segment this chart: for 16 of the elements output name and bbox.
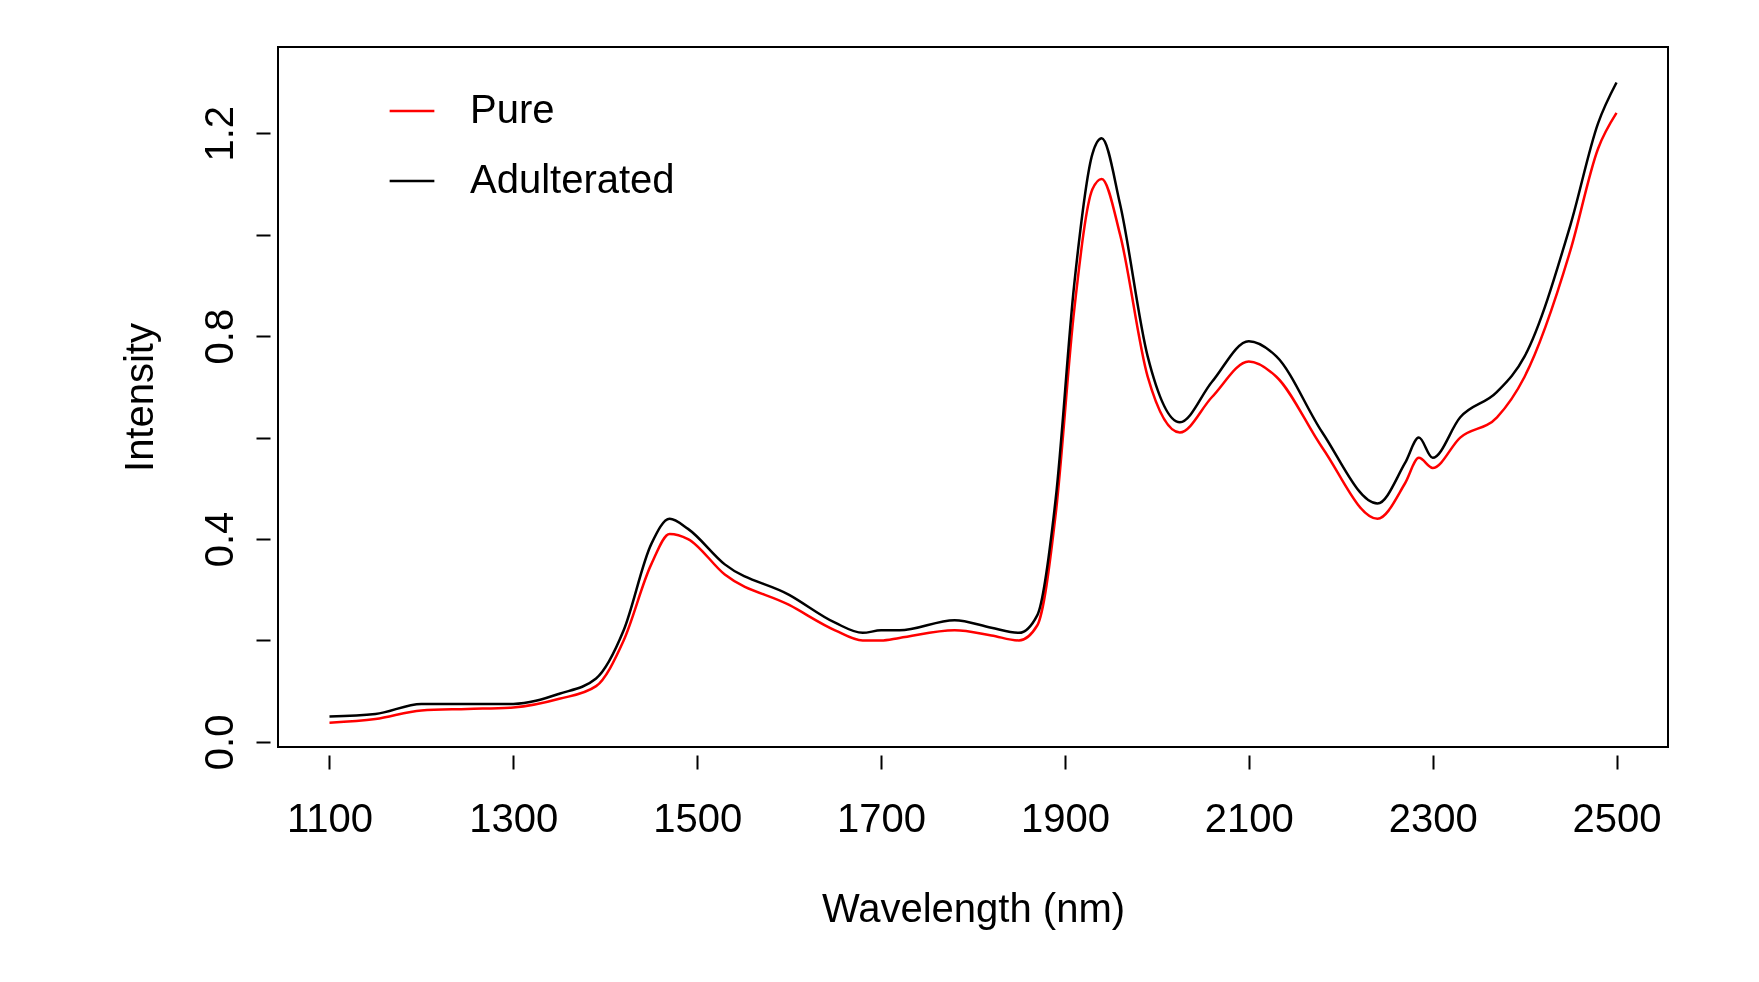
x-axis-title: Wavelength (nm) xyxy=(821,885,1126,930)
x-tick-label: 1300 xyxy=(469,795,559,840)
y-tick-label: 0.0 xyxy=(196,714,241,771)
y-tick-label: 0.4 xyxy=(196,511,241,568)
x-tick-label: 1100 xyxy=(286,795,373,840)
x-tick-label: 1500 xyxy=(653,795,743,840)
y-tick-label: 0.8 xyxy=(196,308,241,365)
y-tick-label: 1.2 xyxy=(196,105,241,162)
legend-label: Adulterated xyxy=(470,157,675,201)
legend-label: Pure xyxy=(470,87,555,131)
x-tick-label: 2500 xyxy=(1572,795,1662,840)
x-tick-label: 2100 xyxy=(1204,795,1294,840)
y-axis-title: Intensity xyxy=(116,323,161,472)
x-tick-label: 1700 xyxy=(837,795,927,840)
x-tick-label: 2300 xyxy=(1388,795,1478,840)
x-tick-label: 1900 xyxy=(1020,795,1110,840)
